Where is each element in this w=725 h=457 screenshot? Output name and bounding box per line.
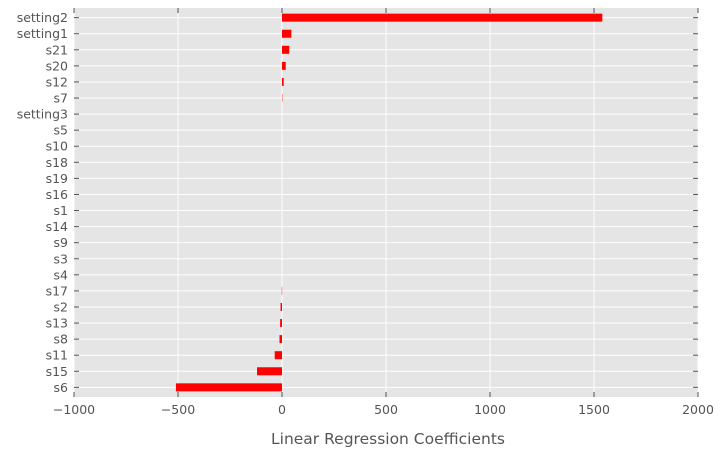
y-tick-label: s3 bbox=[54, 251, 68, 266]
y-tick-label: s9 bbox=[54, 235, 69, 250]
x-tick-label: −500 bbox=[161, 402, 195, 417]
bar-s13 bbox=[280, 319, 282, 328]
y-tick-label: s5 bbox=[54, 123, 68, 138]
x-tick-label: 0 bbox=[278, 402, 286, 417]
x-tick-labels: −1000 −500 0 500 1000 1500 2000 bbox=[53, 402, 714, 417]
bar-s11 bbox=[274, 351, 282, 360]
y-tick-label: s16 bbox=[46, 187, 68, 202]
y-tick-label: setting3 bbox=[17, 107, 68, 122]
y-tick-label: s14 bbox=[46, 219, 68, 234]
y-tick-label: s2 bbox=[54, 299, 68, 314]
bar-s2 bbox=[280, 302, 282, 312]
bar-setting1 bbox=[282, 29, 292, 38]
y-tick-label: s11 bbox=[46, 348, 68, 363]
bar-s15 bbox=[257, 367, 282, 376]
y-tick-label: s12 bbox=[46, 74, 68, 89]
x-tick-label: 2000 bbox=[682, 402, 714, 417]
grid-lines bbox=[73, 8, 699, 397]
y-tick-label: s7 bbox=[54, 91, 68, 106]
y-tick-label: s15 bbox=[46, 364, 68, 379]
bar-s21 bbox=[282, 45, 290, 54]
bar-s17 bbox=[281, 286, 283, 295]
bar-s7 bbox=[282, 93, 283, 103]
y-tick-label: s8 bbox=[54, 332, 69, 347]
y-tick-label: setting1 bbox=[17, 26, 68, 41]
x-axis-title: Linear Regression Coefficients bbox=[271, 430, 505, 448]
y-tick-label: s19 bbox=[46, 171, 68, 186]
y-tick-label: s18 bbox=[46, 155, 68, 170]
x-tick-label: −1000 bbox=[53, 402, 95, 417]
y-tick-label: s17 bbox=[46, 283, 68, 298]
x-tick-label: 1500 bbox=[578, 402, 610, 417]
y-tick-label: s6 bbox=[54, 380, 69, 395]
y-tick-label: s20 bbox=[46, 58, 68, 73]
bars bbox=[175, 13, 603, 392]
bar-s6 bbox=[175, 383, 282, 392]
y-tick-label: s21 bbox=[46, 42, 68, 57]
x-tick-label: 1000 bbox=[474, 402, 506, 417]
y-tick-label: s13 bbox=[46, 316, 68, 331]
y-tick-label: s4 bbox=[54, 267, 69, 282]
ticks bbox=[73, 8, 699, 397]
y-tick-label: s1 bbox=[54, 203, 68, 218]
bar-setting2 bbox=[282, 13, 603, 22]
x-tick-label: 500 bbox=[374, 402, 398, 417]
bar-s20 bbox=[282, 61, 286, 70]
y-tick-label: s10 bbox=[46, 139, 68, 154]
bar-s12 bbox=[282, 77, 284, 86]
bar-s8 bbox=[279, 335, 282, 344]
y-tick-label: setting2 bbox=[17, 10, 68, 25]
